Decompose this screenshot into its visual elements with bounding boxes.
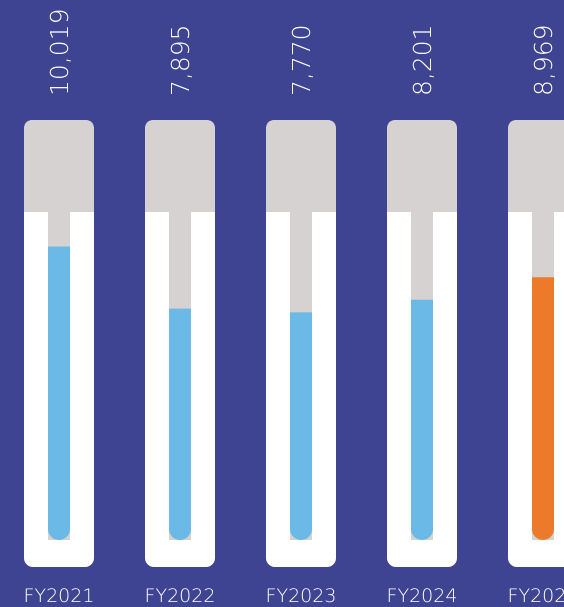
category-label-fy2024: FY2024 <box>387 585 458 607</box>
tube-cap-fy2023 <box>266 120 336 212</box>
value-label-fy2023: 7,770 <box>287 24 316 96</box>
category-label-fy2025: FY2025 <box>508 585 564 607</box>
value-label-fy2025: 8,969 <box>529 24 558 96</box>
category-label-fy2023: FY2023 <box>266 585 337 607</box>
tube-cap-fy2024 <box>387 120 457 212</box>
tube-cap-fy2025 <box>508 120 564 212</box>
bar-fy2023 <box>290 312 312 540</box>
value-label-fy2024: 8,201 <box>408 24 437 96</box>
bar-fy2021 <box>48 246 70 540</box>
value-label-fy2021: 10,019 <box>45 9 74 96</box>
value-label-fy2022: 7,895 <box>166 24 195 96</box>
tube-cap-fy2021 <box>24 120 94 212</box>
bar-fy2025 <box>532 277 554 540</box>
category-label-fy2022: FY2022 <box>145 585 216 607</box>
tube-cap-fy2022 <box>145 120 215 212</box>
bar-fy2024 <box>411 299 433 540</box>
bar-fy2022 <box>169 308 191 540</box>
category-label-fy2021: FY2021 <box>24 585 95 607</box>
